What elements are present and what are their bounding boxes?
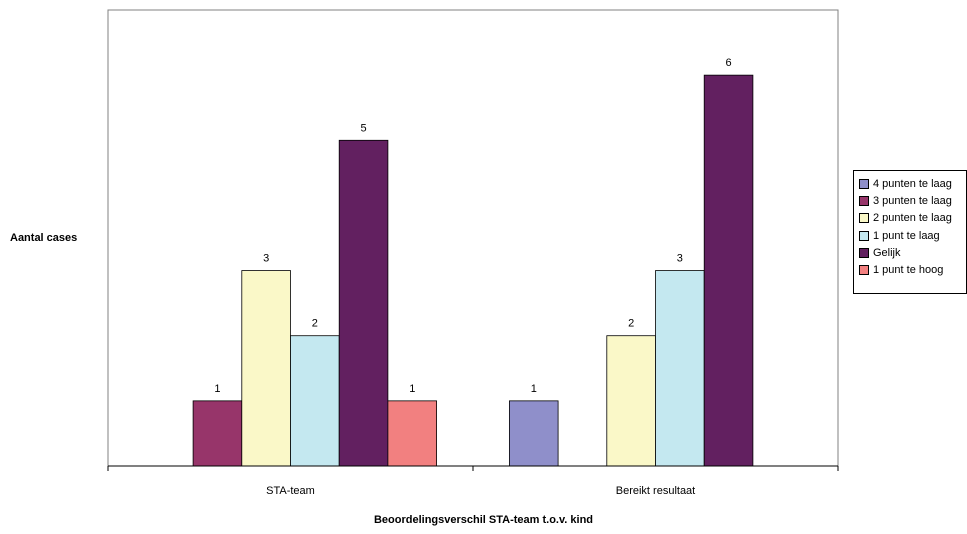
data-label: 2 [312,318,318,330]
legend: 4 punten te laag 3 punten te laag 2 punt… [853,170,967,294]
bar [508,400,559,467]
data-label: 3 [677,253,683,265]
bar [290,335,340,467]
legend-swatch [859,230,869,241]
legend-swatch [859,213,869,224]
y-axis-title: Aantal cases [10,232,78,244]
data-label: 5 [360,122,366,134]
data-label: 1 [409,383,415,395]
legend-item: 3 punten te laag [859,192,966,209]
legend-item: 2 punten te laag [859,210,966,227]
bar [606,335,656,467]
data-label: 1 [214,383,220,395]
bars-group: 1 3 2 5 1 1 2 3 6 [192,57,754,467]
legend-item: 4 punten te laag [859,175,966,192]
bar [703,74,754,467]
data-label: 2 [628,318,634,330]
legend-swatch [859,195,869,206]
bar [241,270,291,467]
x-axis: STA-team Bereikt resultaat [107,465,839,497]
legend-label: 2 punten te laag [873,212,952,225]
legend-label: 4 punten te laag [873,177,952,190]
bar [655,270,705,467]
data-label: 1 [531,383,537,395]
bar [192,400,243,467]
x-tick-label: STA-team [266,485,315,497]
bar [338,139,389,467]
legend-label: 1 punt te hoog [873,264,944,277]
legend-swatch [859,178,869,189]
bar [387,400,437,467]
legend-item: 1 punt te hoog [859,261,966,278]
x-tick-label: Bereikt resultaat [616,485,695,497]
legend-item: 1 punt te laag [859,227,966,244]
legend-label: 1 punt te laag [873,229,940,242]
legend-label: Gelijk [873,246,901,259]
data-label: 3 [263,253,269,265]
legend-swatch [859,247,869,258]
data-label: 6 [725,57,731,69]
legend-swatch [859,265,869,276]
legend-item: Gelijk [859,244,966,261]
legend-label: 3 punten te laag [873,194,952,207]
x-axis-title: Beoordelingsverschil STA-team t.o.v. kin… [373,514,594,526]
